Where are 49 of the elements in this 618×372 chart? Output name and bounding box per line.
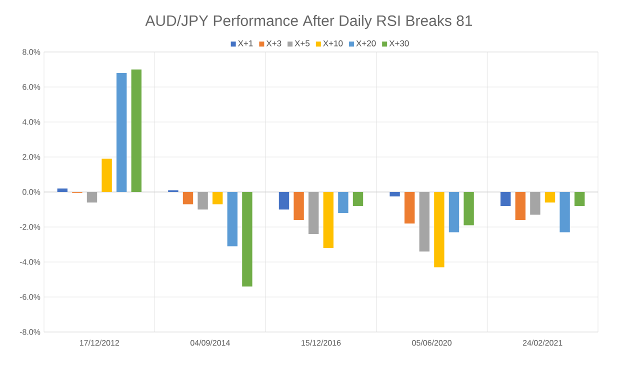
bar — [131, 69, 142, 192]
y-tick-label: 4.0% — [22, 119, 40, 125]
legend-label: X+30 — [389, 40, 409, 46]
y-tick-label: -6.0% — [20, 294, 40, 300]
bar — [182, 192, 194, 204]
x-tick-label: 17/12/2012 — [80, 340, 120, 346]
x-tick-label: 05/06/2020 — [412, 340, 452, 346]
bar — [86, 192, 98, 202]
legend-label: X+10 — [323, 40, 343, 46]
bar — [448, 192, 460, 232]
bar — [338, 192, 348, 213]
bar — [227, 192, 238, 246]
y-tick-label: -4.0% — [20, 259, 40, 265]
bar — [419, 192, 430, 252]
bar — [198, 192, 208, 210]
bar — [530, 192, 540, 215]
x-tick-label: 04/09/2014 — [190, 340, 230, 346]
bar — [57, 188, 68, 192]
bar — [404, 192, 415, 224]
bar — [116, 72, 127, 192]
y-tick-label: 8.0% — [22, 49, 40, 55]
bar — [278, 192, 290, 210]
y-tick-label: -8.0% — [20, 329, 40, 335]
bar — [434, 192, 444, 268]
chart-title: AUD/JPY Performance After Daily RSI Breaks 81 — [145, 15, 472, 29]
legend-label: X+5 — [294, 40, 310, 46]
bar — [308, 192, 319, 234]
bar — [352, 192, 364, 206]
bar — [464, 192, 474, 226]
bar — [242, 192, 252, 286]
bar — [323, 192, 334, 248]
y-tick-label: 6.0% — [22, 84, 40, 90]
bar — [102, 158, 112, 192]
bar — [212, 192, 223, 204]
y-tick-label: 2.0% — [22, 154, 40, 160]
y-tick-label: -2.0% — [20, 224, 40, 230]
bar — [560, 192, 570, 232]
legend-label: X+20 — [356, 40, 376, 46]
bar — [294, 192, 304, 220]
bar — [574, 192, 585, 206]
x-tick-label: 15/12/2016 — [302, 340, 341, 346]
bar — [544, 192, 556, 202]
bar — [500, 192, 511, 206]
bar — [515, 192, 526, 220]
x-tick-label: 24/02/2021 — [522, 340, 562, 346]
y-tick-label: 0.0% — [22, 189, 40, 195]
legend-label: X+1 — [238, 40, 253, 46]
legend-label: X+3 — [266, 40, 282, 46]
bar — [390, 192, 400, 196]
